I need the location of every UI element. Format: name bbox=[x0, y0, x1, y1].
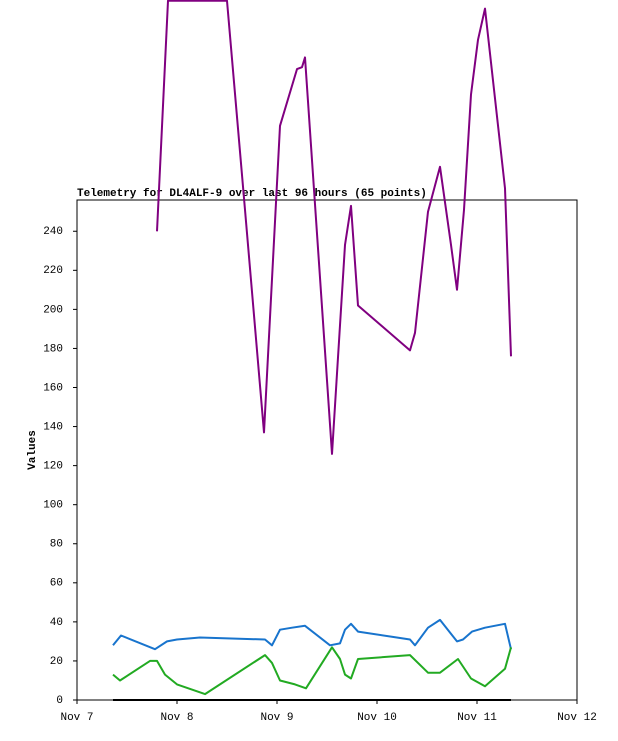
x-tick-label: Nov 12 bbox=[557, 712, 597, 724]
y-tick-label: 120 bbox=[43, 461, 63, 473]
series-line bbox=[112, 646, 512, 696]
y-tick-label: 180 bbox=[43, 343, 63, 355]
series-line bbox=[156, 0, 512, 455]
y-tick-label: 80 bbox=[50, 539, 63, 551]
series-line bbox=[112, 618, 512, 651]
y-tick-label: 160 bbox=[43, 382, 63, 394]
y-tick-label: 140 bbox=[43, 421, 63, 433]
x-tick-label: Nov 10 bbox=[357, 712, 397, 724]
y-tick-label: 200 bbox=[43, 304, 63, 316]
x-tick-label: Nov 8 bbox=[160, 712, 193, 724]
y-axis-label: Values bbox=[27, 430, 39, 470]
y-tick-label: 220 bbox=[43, 265, 63, 277]
chart-title: Telemetry for DL4ALF-9 over last 96 hour… bbox=[77, 188, 427, 200]
x-tick-label: Nov 11 bbox=[457, 712, 497, 724]
y-tick-label: 0 bbox=[56, 695, 63, 707]
y-tick-label: 240 bbox=[43, 226, 63, 238]
y-tick-label: 40 bbox=[50, 617, 63, 629]
y-tick-label: 20 bbox=[50, 656, 63, 668]
x-tick-label: Nov 7 bbox=[60, 712, 93, 724]
y-tick-label: 60 bbox=[50, 578, 63, 590]
y-tick-label: 100 bbox=[43, 500, 63, 512]
x-tick-label: Nov 9 bbox=[260, 712, 293, 724]
